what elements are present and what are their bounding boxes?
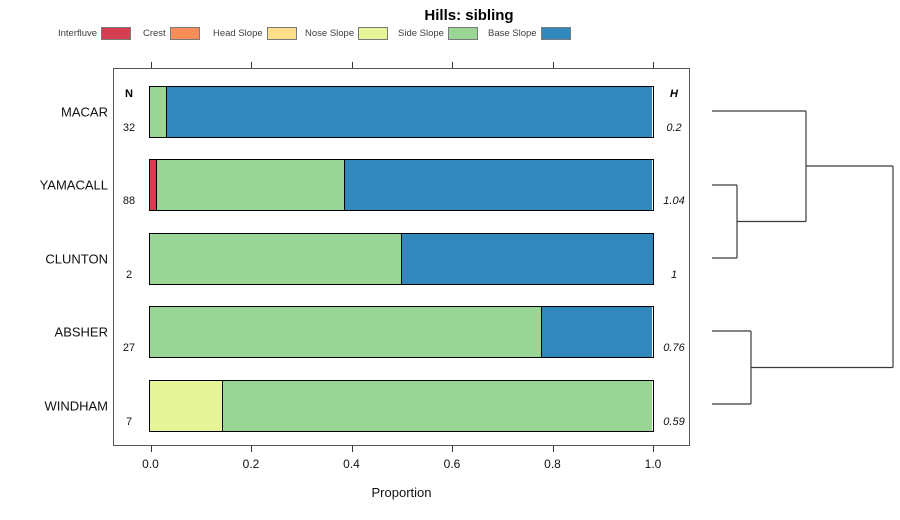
legend-item-crest: Crest (143, 26, 200, 41)
legend-swatch (447, 27, 478, 40)
y-axis-label: MACAR (61, 104, 108, 119)
h-column-header: H (670, 87, 678, 100)
x-axis-tick-top (452, 62, 454, 68)
x-axis-title: Proportion (371, 485, 432, 500)
x-axis-tick (150, 446, 152, 452)
bar-segment-interfluve (150, 160, 156, 210)
x-axis-tick-label: 1.0 (644, 457, 662, 471)
n-value: 32 (122, 121, 136, 134)
legend-label: Head Slope (213, 28, 263, 39)
stacked-bar-clunton (149, 232, 654, 285)
y-axis-label: ABSHER (54, 324, 108, 340)
h-value: 0.2 (666, 121, 682, 134)
bar-segment-base-slope (165, 86, 653, 137)
legend-label: Crest (143, 28, 166, 39)
n-value: 7 (125, 415, 133, 428)
bar-segment-side-slope (221, 380, 653, 431)
legend-label: Side Slope (398, 28, 444, 39)
legend-item-side-slope: Side Slope (398, 26, 478, 41)
legend-swatch (101, 27, 132, 40)
n-column-header: N (125, 87, 133, 100)
x-axis-tick-label: 0.0 (142, 457, 159, 471)
legend-swatch (266, 27, 297, 40)
legend-label: Base Slope (488, 28, 537, 39)
legend-swatch (540, 27, 571, 40)
x-axis-tick-top (251, 62, 253, 68)
chart-title: Hills: sibling (424, 7, 514, 24)
stacked-bar-yamacall (149, 159, 654, 211)
stacked-bar-macar (149, 85, 654, 138)
x-axis-tick-top (552, 62, 554, 68)
legend-label: Nose Slope (305, 28, 355, 39)
legend-item-head-slope: Head Slope (213, 26, 297, 41)
legend-item-nose-slope: Nose Slope (305, 26, 389, 41)
stacked-bar-windham (149, 379, 654, 432)
x-axis-tick (351, 446, 353, 452)
stacked-bar-absher (149, 306, 654, 358)
legend-label: Interfluve (58, 28, 98, 39)
n-value: 88 (122, 195, 136, 207)
x-axis-tick-label: 0.4 (343, 457, 360, 471)
x-axis-tick (452, 446, 454, 452)
x-axis-tick (653, 446, 655, 452)
bar-segment-base-slope (343, 160, 653, 210)
bar-segment-side-slope (155, 160, 344, 210)
x-axis-tick-top (653, 62, 655, 68)
legend-item-interfluve: Interfluve (58, 26, 132, 41)
y-axis-label: CLUNTON (45, 251, 108, 266)
x-axis-tick-label: 0.8 (544, 457, 561, 471)
h-value: 1.04 (663, 195, 685, 207)
bar-segment-base-slope (540, 307, 653, 357)
legend-swatch (358, 27, 389, 40)
bar-segment-nose-slope (150, 380, 222, 431)
bar-segment-base-slope (401, 233, 653, 284)
bar-segment-side-slope (150, 86, 166, 137)
bar-segment-side-slope (150, 233, 402, 284)
h-value: 0.59 (663, 415, 685, 428)
y-axis-label: YAMACALL (39, 177, 108, 193)
x-axis-tick-top (150, 62, 152, 68)
h-value: 1 (670, 268, 678, 281)
n-value: 2 (125, 268, 133, 281)
x-axis-tick-top (351, 62, 353, 68)
x-axis-tick-label: 0.6 (443, 457, 461, 471)
legend-swatch (169, 27, 200, 40)
x-axis-tick-label: 0.2 (242, 457, 260, 471)
n-value: 27 (122, 342, 136, 354)
bar-segment-side-slope (150, 307, 541, 357)
h-value: 0.76 (663, 342, 685, 354)
y-axis-label: WINDHAM (44, 398, 108, 413)
x-axis-tick (552, 446, 554, 452)
x-axis-tick (251, 446, 253, 452)
legend-item-base-slope: Base Slope (488, 26, 571, 41)
